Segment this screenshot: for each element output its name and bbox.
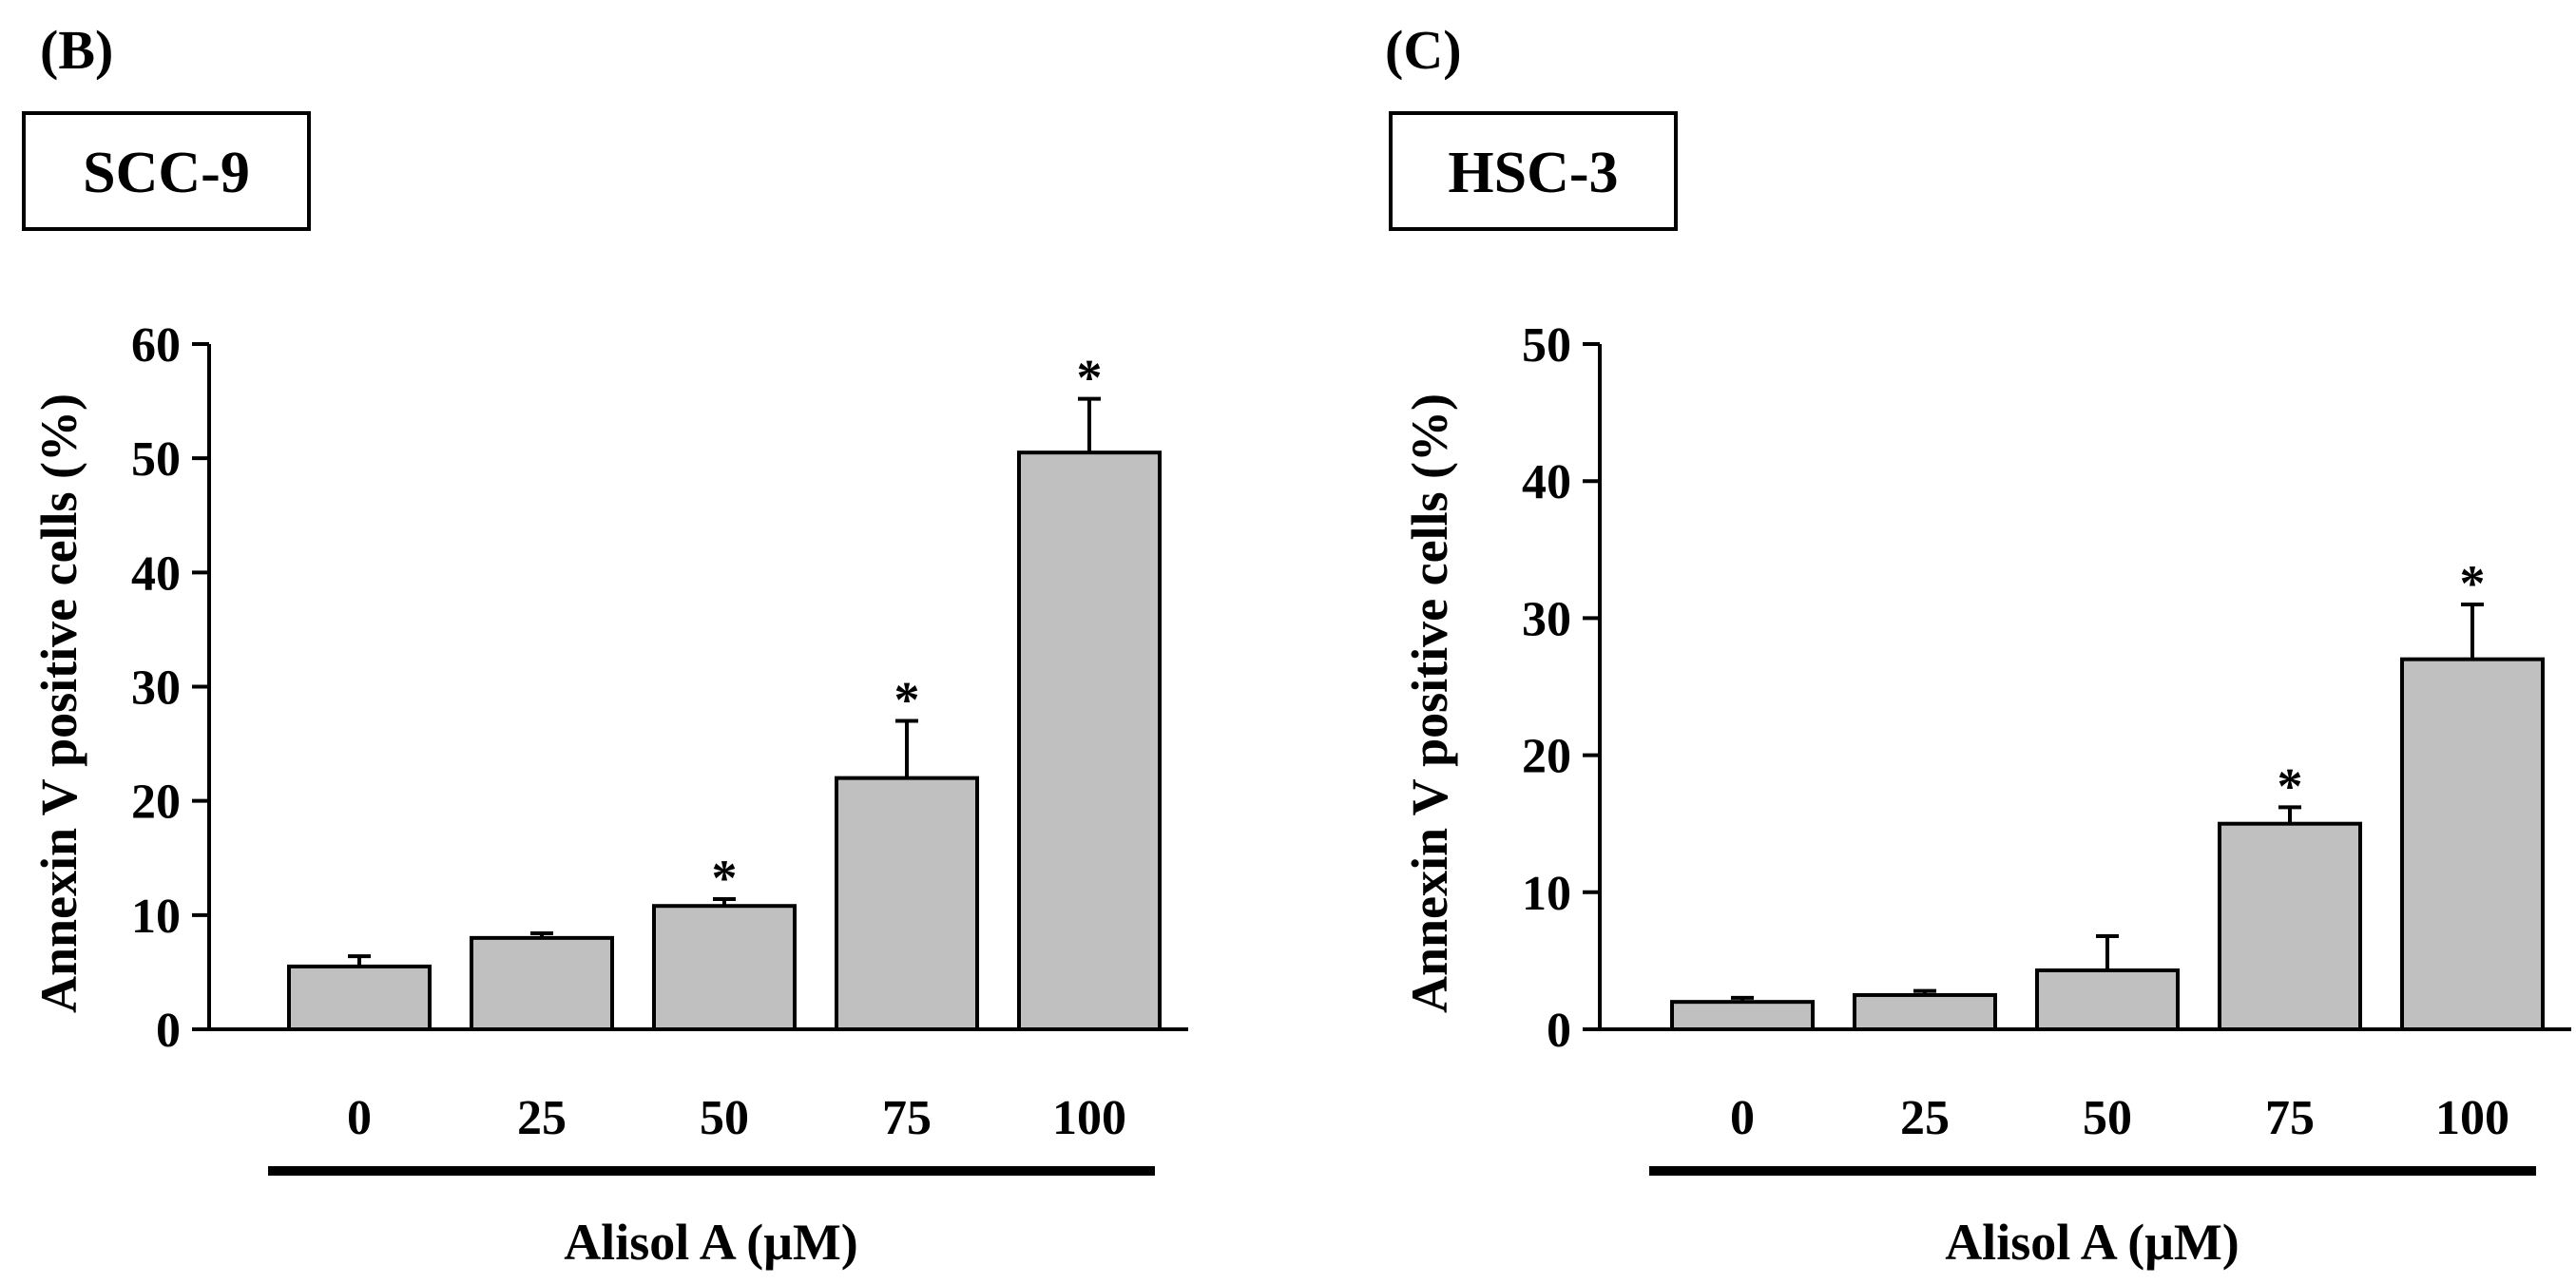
bar (287, 964, 432, 1031)
y-tick-label: 60 (131, 318, 181, 373)
cell-line-label: HSC-3 (1448, 141, 1618, 205)
y-tick-label: 10 (131, 890, 181, 944)
panel-label: (B) (40, 19, 113, 81)
x-tick-label: 100 (2435, 1091, 2509, 1145)
y-tick-label: 0 (156, 1004, 181, 1058)
panel-label: (C) (1385, 19, 1462, 81)
y-tick-label: 50 (131, 432, 181, 487)
y-tick-label: 50 (1522, 318, 1571, 373)
y-tick-label: 40 (131, 546, 181, 601)
significance-mark: * (894, 672, 920, 729)
y-tick-label: 0 (1547, 1004, 1571, 1058)
x-tick-label: 50 (700, 1091, 749, 1145)
significance-mark: * (1077, 350, 1103, 407)
bar (1670, 1000, 1815, 1032)
y-tick-label: 40 (1522, 455, 1571, 509)
x-tick-label: 25 (1900, 1091, 1950, 1145)
significance-mark: * (2278, 757, 2303, 814)
y-tick-label: 30 (1522, 592, 1571, 646)
y-tick-label: 30 (131, 661, 181, 716)
x-axis-label: Alisol A (μM) (564, 1214, 858, 1271)
cell-line-box (22, 111, 311, 231)
x-tick-label: 75 (2265, 1091, 2315, 1145)
bar (1017, 450, 1162, 1031)
bar (652, 904, 797, 1031)
significance-mark: * (2460, 555, 2486, 612)
y-tick-label: 20 (131, 776, 181, 830)
x-tick-label: 75 (882, 1091, 932, 1145)
y-tick-label: 10 (1522, 867, 1571, 921)
panel-b: (B) SCC-9 Annexin V positive cells (%) 0… (22, 19, 1188, 1271)
x-tick-label: 25 (517, 1091, 567, 1145)
cell-line-box (1389, 111, 1678, 231)
y-axis-label: Annexin V positive cells (%) (1401, 393, 1458, 1013)
bar (2218, 821, 2362, 1032)
y-tick-label: 20 (1522, 730, 1571, 784)
x-tick-label: 100 (1052, 1091, 1126, 1145)
x-tick-label: 50 (2083, 1091, 2132, 1145)
x-axis-label: Alisol A (μM) (1945, 1214, 2240, 1271)
bar (1853, 992, 1997, 1031)
bar (470, 935, 614, 1031)
x-tick-label: 0 (347, 1091, 372, 1145)
significance-mark: * (712, 850, 738, 907)
cell-line-label: SCC-9 (83, 141, 250, 205)
x-tick-label: 0 (1730, 1091, 1755, 1145)
panel-c: (C) HSC-3 Annexin V positive cells (%) 0… (1385, 19, 2571, 1271)
y-axis-label: Annexin V positive cells (%) (30, 393, 87, 1013)
plot-area: 0 10 20 30 40 50 60 0 25 * 50 * 75 * 100 (131, 318, 1188, 1145)
bar (2035, 968, 2180, 1032)
bar (2400, 657, 2545, 1031)
plot-area: 0 10 20 30 40 50 0 25 50 * 75 * 100 (1522, 318, 2571, 1145)
bar (835, 776, 979, 1032)
